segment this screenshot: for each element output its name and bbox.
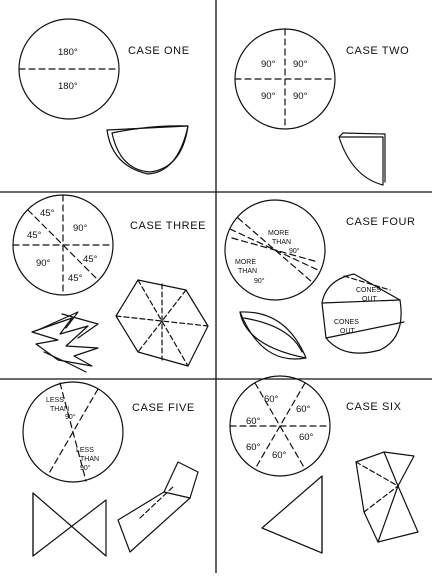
- case-four-fold-lines: [229, 217, 321, 283]
- case-three-zigzag-shape: [31, 311, 99, 373]
- case-six-title: CASE SIX: [346, 401, 402, 413]
- case-six-fold-lines: [229, 382, 331, 470]
- case-five-title: CASE FIVE: [132, 402, 195, 414]
- case-six-label: 60°: [272, 450, 287, 461]
- case-five-fold-lines: [47, 382, 99, 482]
- case-two-title: CASE TWO: [346, 45, 409, 57]
- case-one-panel: CASE ONE 180° 180°: [18, 18, 190, 175]
- case-one-folded-shape: [106, 125, 189, 175]
- case-three-title: CASE THREE: [130, 220, 206, 232]
- case-six-twisted-shape: [355, 451, 419, 543]
- case-five-panel: CASE FIVE LESS THAN 90° LESS THAN 90°: [22, 381, 199, 557]
- case-three-label: 45°: [40, 208, 55, 219]
- case-one-label: 180°: [58, 47, 78, 58]
- case-five-label: LESS: [76, 447, 94, 454]
- case-four-label: 90°: [289, 247, 300, 255]
- case-four-label: THAN: [238, 268, 257, 275]
- case-six-label: 60°: [299, 432, 314, 443]
- case-five-label: 90°: [65, 413, 76, 421]
- case-three-label: 45°: [27, 230, 42, 241]
- case-five-bowtie-shape: [32, 492, 107, 557]
- case-three-label: 45°: [68, 273, 83, 284]
- case-two-label: 90°: [261, 59, 276, 70]
- case-five-twisted-shape: [117, 461, 199, 553]
- case-three-hexagon-shape: [115, 279, 209, 367]
- case-three-panel: CASE THREE 45° 45° 90° 90° 45° 45°: [12, 194, 209, 373]
- case-two-label: 90°: [293, 91, 308, 102]
- case-four-label: THAN: [272, 239, 291, 246]
- case-six-label: 60°: [246, 416, 261, 427]
- case-one-title: CASE ONE: [128, 45, 190, 57]
- case-two-label: 90°: [293, 59, 308, 70]
- case-one-label: 180°: [58, 81, 78, 92]
- case-four-circle: [224, 199, 326, 301]
- case-two-panel: CASE TWO 90° 90° 90° 90°: [234, 28, 409, 186]
- case-five-label: THAN: [80, 456, 99, 463]
- case-four-folded-label: OUT: [362, 296, 378, 303]
- case-three-label: 45°: [83, 254, 98, 265]
- case-three-label: 90°: [36, 258, 51, 269]
- case-two-fold-lines: [234, 28, 336, 130]
- case-four-cones-shape: CONES OUT CONES OUT: [321, 273, 405, 354]
- case-four-label: MORE: [268, 230, 289, 237]
- case-three-label: 90°: [73, 223, 88, 234]
- case-four-lens-shape: [239, 311, 307, 360]
- case-six-bowtie-shape: [261, 475, 323, 554]
- case-four-panel: CASE FOUR MORE THAN 90° MORE THAN 90° CO…: [224, 199, 416, 360]
- case-two-folded-shape: [338, 132, 386, 186]
- case-six-label: 60°: [246, 442, 261, 453]
- case-four-folded-label: OUT: [340, 328, 356, 335]
- case-five-label: 90°: [80, 464, 91, 472]
- case-five-label: THAN: [50, 406, 69, 413]
- case-four-label: 90°: [254, 277, 265, 285]
- case-three-fold-lines: [12, 194, 114, 296]
- case-four-label: MORE: [235, 259, 256, 266]
- case-five-circle: [22, 381, 124, 483]
- case-five-label: LESS: [46, 397, 64, 404]
- case-four-title: CASE FOUR: [346, 216, 416, 228]
- case-six-label: 60°: [296, 404, 311, 415]
- case-two-label: 90°: [261, 91, 276, 102]
- case-four-folded-label: CONES: [356, 287, 381, 294]
- case-six-panel: CASE SIX 60° 60° 60° 60° 60° 60°: [229, 375, 419, 554]
- case-six-label: 60°: [264, 394, 279, 405]
- case-four-folded-label: CONES: [334, 319, 359, 326]
